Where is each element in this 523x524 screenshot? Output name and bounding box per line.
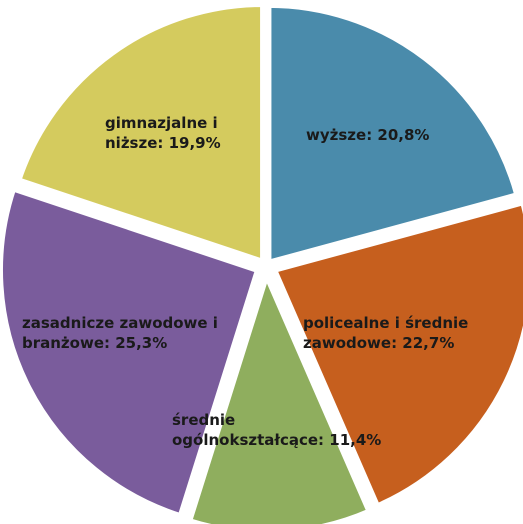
slice-label-line: gimnazjalne i [105, 114, 218, 132]
slice-label-4: gimnazjalne i niższe: 19,9% [105, 114, 221, 152]
slice-label-line: wyższe: 20,8% [306, 126, 429, 144]
pie-slice-0 [265, 1, 522, 267]
slice-label-line: średnie [172, 411, 235, 429]
slice-label-3: zasadnicze zawodowe i branżowe: 25,3% [22, 314, 218, 352]
slice-label-line: niższe: 19,9% [105, 134, 221, 152]
pie-slice-2 [185, 266, 374, 524]
slice-label-0: wyższe: 20,8% [306, 126, 429, 144]
slice-label-line: branżowe: 25,3% [22, 334, 167, 352]
slice-label-line: zasadnicze zawodowe i [22, 314, 218, 332]
pie-labels: wyższe: 20,8% policealne i średnie zawodow… [22, 114, 468, 449]
pie-slice-4 [14, 0, 267, 267]
pie-slice-3 [0, 184, 262, 520]
slice-label-line: zawodowe: 22,7% [303, 334, 454, 352]
slice-label-line: ogólnokształcące: 11,4% [172, 431, 381, 449]
slice-label-line: policealne i średnie [303, 314, 468, 332]
slice-label-1: policealne i średnie zawodowe: 22,7% [303, 314, 468, 352]
slice-label-2: średnie ogólnokształcące: 11,4% [172, 411, 381, 449]
pie-slice-1 [269, 199, 523, 511]
